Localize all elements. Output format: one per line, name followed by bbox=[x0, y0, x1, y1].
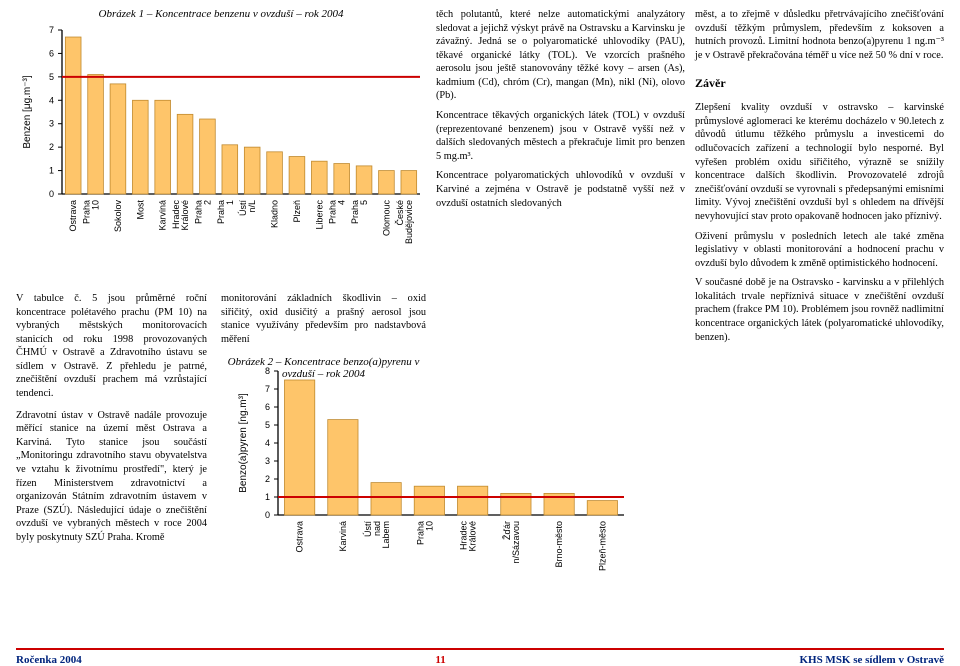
svg-text:5: 5 bbox=[265, 420, 270, 430]
svg-text:1: 1 bbox=[225, 200, 235, 205]
col-b-p2: Zlepšení kvality ovzduší v ostravsko – k… bbox=[695, 101, 944, 223]
footer-left: Ročenka 2004 bbox=[16, 654, 82, 666]
col-b-p4: V současné době je na Ostravsko - karvin… bbox=[695, 276, 944, 344]
svg-text:0: 0 bbox=[265, 510, 270, 520]
svg-text:10: 10 bbox=[91, 200, 101, 210]
col-a-p2: Koncentrace těkavých organických látek (… bbox=[436, 109, 685, 163]
svg-text:n/L: n/L bbox=[247, 200, 257, 213]
svg-text:Most: Most bbox=[135, 200, 145, 220]
col-b-p1: měst, a to zřejmě v důsledku přetrvávají… bbox=[695, 8, 944, 62]
page-footer: Ročenka 2004 11 KHS MSK se sídlem v Ostr… bbox=[16, 648, 944, 666]
svg-text:8: 8 bbox=[265, 366, 270, 376]
svg-text:4: 4 bbox=[265, 438, 270, 448]
col-a-p3: Koncentrace polyaromatických uhlovodíků … bbox=[436, 169, 685, 210]
svg-text:Benzen [μg.m⁻³]: Benzen [μg.m⁻³] bbox=[22, 75, 33, 149]
svg-text:Ostrava: Ostrava bbox=[68, 200, 78, 232]
svg-text:1: 1 bbox=[49, 166, 54, 176]
svg-text:Olomouc: Olomouc bbox=[381, 200, 391, 237]
zaver-heading: Závěr bbox=[695, 76, 944, 91]
svg-text:Králové: Králové bbox=[180, 200, 190, 231]
svg-text:10: 10 bbox=[424, 521, 434, 531]
footer-right: KHS MSK se sídlem v Ostravě bbox=[799, 654, 944, 666]
svg-text:6: 6 bbox=[265, 402, 270, 412]
svg-text:Budějovice: Budějovice bbox=[404, 200, 414, 244]
svg-text:1: 1 bbox=[265, 492, 270, 502]
left-para-3: monitorování základních škodlivin – oxid… bbox=[221, 292, 426, 346]
left-para-1: V tabulce č. 5 jsou průměrné roční konce… bbox=[16, 292, 207, 401]
svg-text:2: 2 bbox=[265, 474, 270, 484]
svg-text:7: 7 bbox=[49, 25, 54, 35]
svg-text:3: 3 bbox=[265, 456, 270, 466]
svg-text:Labem: Labem bbox=[381, 521, 391, 549]
svg-text:Liberec: Liberec bbox=[314, 200, 324, 230]
svg-text:2: 2 bbox=[49, 142, 54, 152]
left-para-2: Zdravotní ústav v Ostravě nadále provozu… bbox=[16, 409, 207, 545]
svg-text:Karviná: Karviná bbox=[158, 200, 168, 231]
svg-text:0: 0 bbox=[49, 189, 54, 199]
svg-text:Plzeň-město: Plzeň-město bbox=[597, 521, 607, 571]
chart1: 01234567Benzen [μg.m⁻³]OstravaPraha10Sok… bbox=[16, 24, 426, 284]
svg-text:4: 4 bbox=[337, 200, 347, 205]
svg-text:7: 7 bbox=[265, 384, 270, 394]
svg-text:6: 6 bbox=[49, 48, 54, 58]
svg-text:n/Sázavou: n/Sázavou bbox=[511, 521, 521, 564]
svg-text:Plzeň: Plzeň bbox=[292, 200, 302, 223]
svg-text:5: 5 bbox=[49, 72, 54, 82]
svg-text:Kladno: Kladno bbox=[270, 200, 280, 228]
svg-text:4: 4 bbox=[49, 95, 54, 105]
svg-text:Benzo(a)pyren [ng.m³]: Benzo(a)pyren [ng.m³] bbox=[238, 393, 249, 493]
svg-text:3: 3 bbox=[49, 119, 54, 129]
svg-text:Karviná: Karviná bbox=[338, 521, 348, 552]
footer-center: 11 bbox=[435, 654, 445, 666]
col-a-p1: těch polutantů, které nelze automatickým… bbox=[436, 8, 685, 103]
svg-text:Ostrava: Ostrava bbox=[295, 521, 305, 553]
svg-text:5: 5 bbox=[359, 200, 369, 205]
svg-text:Brno-město: Brno-město bbox=[554, 521, 564, 568]
svg-text:Králové: Králové bbox=[468, 521, 478, 552]
svg-text:2: 2 bbox=[202, 200, 212, 205]
col-b-p3: Oživení průmyslu v posledních letech ale… bbox=[695, 230, 944, 271]
svg-text:Sokolov: Sokolov bbox=[113, 200, 123, 233]
chart1-title: Obrázek 1 – Koncentrace benzenu v ovzduš… bbox=[16, 8, 426, 20]
